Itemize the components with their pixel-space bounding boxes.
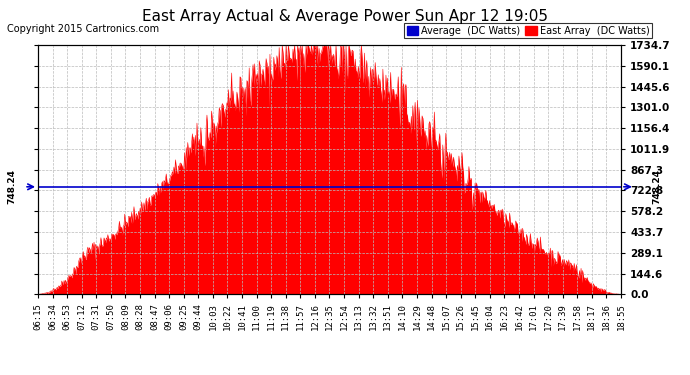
Legend: Average  (DC Watts), East Array  (DC Watts): Average (DC Watts), East Array (DC Watts… bbox=[404, 23, 652, 38]
Text: 748.24: 748.24 bbox=[7, 169, 17, 204]
Text: East Array Actual & Average Power Sun Apr 12 19:05: East Array Actual & Average Power Sun Ap… bbox=[142, 9, 548, 24]
Text: 748.24: 748.24 bbox=[652, 169, 662, 204]
Text: Copyright 2015 Cartronics.com: Copyright 2015 Cartronics.com bbox=[7, 24, 159, 34]
